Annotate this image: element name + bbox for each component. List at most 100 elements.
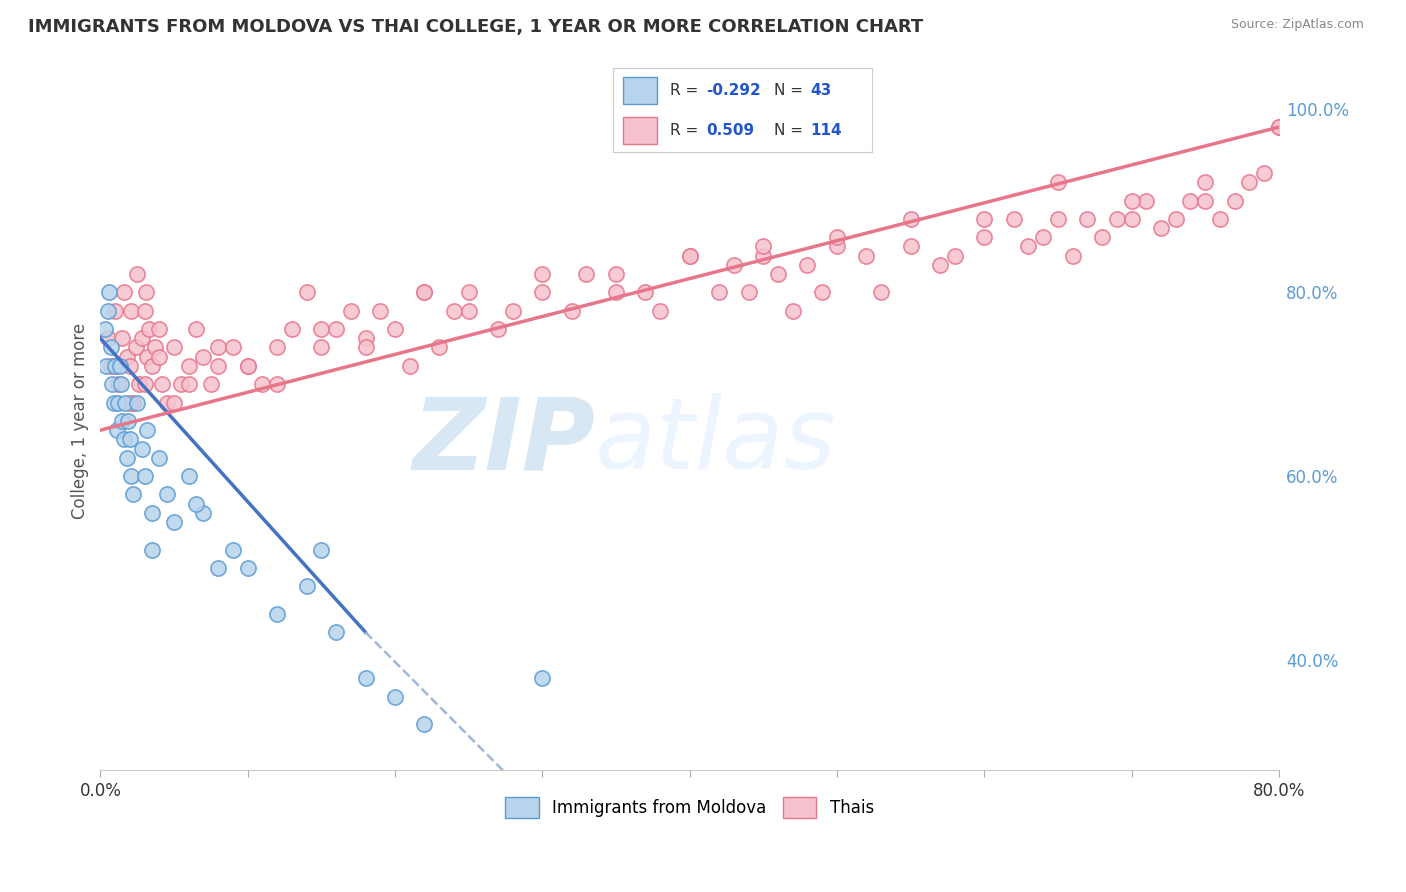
Point <box>1076 211 1098 226</box>
Point <box>1032 230 1054 244</box>
Point <box>236 561 259 575</box>
Point <box>207 561 229 575</box>
Point <box>136 423 159 437</box>
Point <box>163 515 186 529</box>
Point <box>163 341 186 355</box>
Point <box>339 303 361 318</box>
Point <box>97 303 120 318</box>
Point <box>163 395 186 409</box>
Point <box>605 285 627 300</box>
Point <box>1062 249 1084 263</box>
Point <box>117 414 139 428</box>
Point <box>1194 175 1216 189</box>
Point <box>104 303 127 318</box>
Point <box>766 267 789 281</box>
Point <box>782 303 804 318</box>
Point <box>104 359 127 373</box>
Point <box>100 359 122 373</box>
Y-axis label: College, 1 year or more: College, 1 year or more <box>72 323 89 519</box>
Point <box>973 211 995 226</box>
Point <box>561 303 583 318</box>
Point <box>125 341 148 355</box>
Point <box>156 395 179 409</box>
Point <box>97 331 120 345</box>
Point <box>295 285 318 300</box>
Point <box>1121 211 1143 226</box>
Point <box>148 350 170 364</box>
Point <box>1121 194 1143 208</box>
Point <box>1105 211 1128 226</box>
Point <box>811 285 834 300</box>
Point <box>141 359 163 373</box>
Point <box>136 350 159 364</box>
Point <box>295 579 318 593</box>
Point <box>943 249 966 263</box>
Point <box>575 267 598 281</box>
Point <box>325 322 347 336</box>
Point <box>141 542 163 557</box>
Text: atlas: atlas <box>595 393 837 491</box>
Point <box>118 433 141 447</box>
Point <box>236 359 259 373</box>
Point <box>193 350 215 364</box>
Point <box>1002 211 1025 226</box>
Point <box>368 303 391 318</box>
Point <box>1017 239 1039 253</box>
Point <box>737 285 759 300</box>
Point <box>100 341 122 355</box>
Point <box>1239 175 1261 189</box>
Point <box>148 450 170 465</box>
Point <box>222 341 245 355</box>
Point <box>281 322 304 336</box>
Point <box>900 211 922 226</box>
Point <box>103 395 125 409</box>
Point <box>121 395 143 409</box>
Point <box>870 285 893 300</box>
Point <box>111 331 134 345</box>
Point <box>134 469 156 483</box>
Point <box>311 542 333 557</box>
Point <box>118 359 141 373</box>
Point <box>131 331 153 345</box>
Point <box>413 717 436 731</box>
Point <box>457 285 479 300</box>
Point <box>1135 194 1157 208</box>
Point <box>678 249 700 263</box>
Point <box>1046 211 1069 226</box>
Point <box>112 433 135 447</box>
Point <box>1091 230 1114 244</box>
Point <box>148 322 170 336</box>
Point <box>98 285 121 300</box>
Point <box>127 267 149 281</box>
Point <box>177 469 200 483</box>
Point <box>311 322 333 336</box>
Point <box>156 487 179 501</box>
Point <box>1268 120 1291 134</box>
Point <box>634 285 657 300</box>
Point <box>105 423 128 437</box>
Point <box>723 258 745 272</box>
Point <box>825 239 848 253</box>
Point <box>236 359 259 373</box>
Point <box>110 377 132 392</box>
Point <box>141 506 163 520</box>
Point <box>1253 166 1275 180</box>
Point <box>973 230 995 244</box>
Legend: Immigrants from Moldova, Thais: Immigrants from Moldova, Thais <box>499 791 880 824</box>
Point <box>1223 194 1246 208</box>
Point <box>101 377 124 392</box>
Point <box>108 359 131 373</box>
Point <box>114 395 136 409</box>
Point <box>398 359 420 373</box>
Point <box>107 377 129 392</box>
Point <box>354 341 377 355</box>
Point <box>184 322 207 336</box>
Point <box>354 671 377 685</box>
Text: Source: ZipAtlas.com: Source: ZipAtlas.com <box>1230 18 1364 31</box>
Point <box>111 414 134 428</box>
Point <box>1046 175 1069 189</box>
Point <box>128 377 150 392</box>
Point <box>1268 120 1291 134</box>
Point <box>252 377 274 392</box>
Point <box>134 303 156 318</box>
